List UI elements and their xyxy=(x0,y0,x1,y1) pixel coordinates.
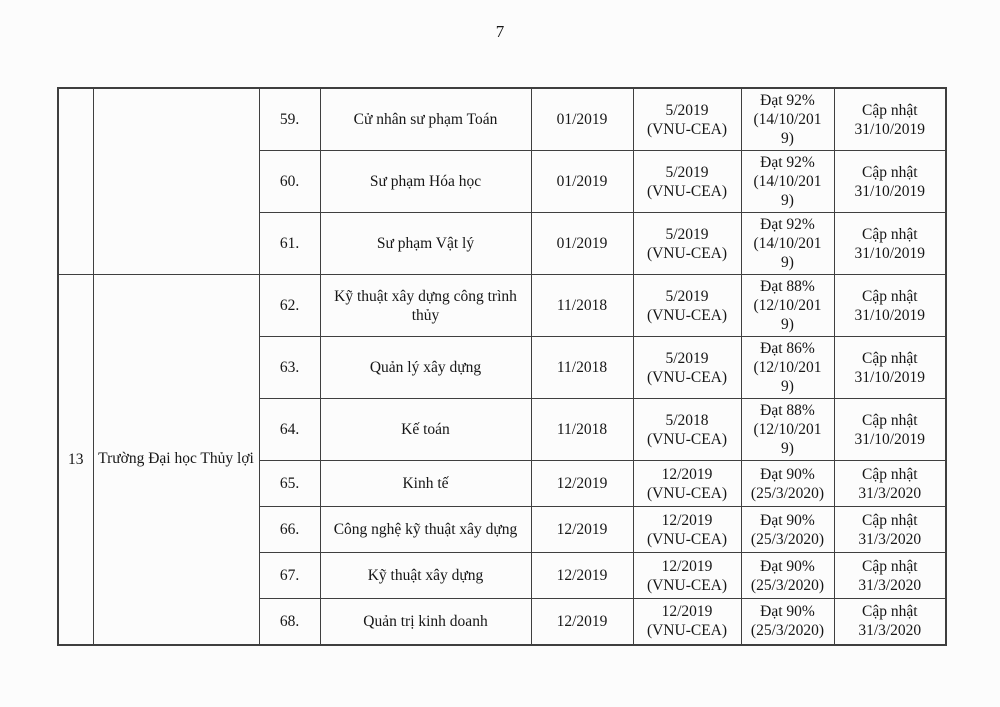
completion-date: 11/2018 xyxy=(530,398,634,461)
table-row: 65. Kinh tế 12/2019 12/2019 (VNU-CEA) Đạ… xyxy=(58,460,947,507)
update-status: Cập nhật 31/10/2019 xyxy=(833,398,947,461)
table-row: 59. Cử nhân sư phạm Toán 01/2019 5/2019 … xyxy=(57,87,947,275)
program-name: Kỹ thuật xây dựng công trình thủy xyxy=(319,274,532,337)
assessment-date: 5/2019 (VNU-CEA) xyxy=(632,150,742,213)
update-status: Cập nhật 31/10/2019 xyxy=(833,336,947,399)
program-number: 67. xyxy=(258,552,321,599)
program-number: 68. xyxy=(258,598,321,645)
update-status: Cập nhật 31/3/2020 xyxy=(833,552,947,599)
program-number: 60. xyxy=(258,150,321,213)
program-number: 61. xyxy=(258,212,321,275)
program-number: 64. xyxy=(258,398,321,461)
accreditation-table: 59. Cử nhân sư phạm Toán 01/2019 5/2019 … xyxy=(57,87,947,646)
program-name: Quản trị kinh doanh xyxy=(319,598,532,645)
program-number: 59. xyxy=(258,87,321,151)
program-name: Quản lý xây dựng xyxy=(319,336,532,399)
table-row: 66. Công nghệ kỹ thuật xây dựng 12/2019 … xyxy=(58,506,947,553)
program-number: 63. xyxy=(258,336,321,399)
result-cell: Đạt 92% (14/10/201 9) xyxy=(740,212,835,275)
completion-date: 12/2019 xyxy=(530,460,634,507)
result-cell: Đạt 90% (25/3/2020) xyxy=(740,552,835,599)
result-cell: Đạt 92% (14/10/201 9) xyxy=(740,150,835,213)
program-name: Kỹ thuật xây dựng xyxy=(319,552,532,599)
completion-date: 01/2019 xyxy=(530,212,634,275)
assessment-date: 12/2019 (VNU-CEA) xyxy=(632,598,742,645)
program-name: Sư phạm Hóa học xyxy=(319,150,532,213)
update-status: Cập nhật 31/10/2019 xyxy=(833,87,947,151)
completion-date: 11/2018 xyxy=(530,274,634,337)
program-number: 66. xyxy=(258,506,321,553)
table-row: 13 Trường Đại học Thủy lợi 62. Kỹ thuật … xyxy=(57,274,947,645)
completion-date: 12/2019 xyxy=(530,552,634,599)
update-status: Cập nhật 31/3/2020 xyxy=(833,598,947,645)
table-row: 68. Quản trị kinh doanh 12/2019 12/2019 … xyxy=(58,598,947,645)
program-name: Sư phạm Vật lý xyxy=(319,212,532,275)
program-name: Kinh tế xyxy=(319,460,532,507)
table-row: 60. Sư phạm Hóa học 01/2019 5/2019 (VNU-… xyxy=(58,150,947,213)
update-status: Cập nhật 31/10/2019 xyxy=(833,150,947,213)
update-status: Cập nhật 31/3/2020 xyxy=(833,460,947,507)
completion-date: 12/2019 xyxy=(530,506,634,553)
result-cell: Đạt 88% (12/10/201 9) xyxy=(740,274,835,337)
completion-date: 01/2019 xyxy=(530,150,634,213)
page-number: 7 xyxy=(495,22,505,41)
institution-name-cell: Trường Đại học Thủy lợi xyxy=(92,274,260,645)
assessment-date: 5/2019 (VNU-CEA) xyxy=(632,87,742,151)
institution-index-cell: 13 xyxy=(57,274,94,645)
assessment-date: 5/2019 (VNU-CEA) xyxy=(632,274,742,337)
result-cell: Đạt 88% (12/10/201 9) xyxy=(740,398,835,461)
institution-name-cell xyxy=(92,87,260,275)
program-number: 65. xyxy=(258,460,321,507)
table-row: 64. Kế toán 11/2018 5/2018 (VNU-CEA) Đạt… xyxy=(58,398,947,461)
update-status: Cập nhật 31/10/2019 xyxy=(833,274,947,337)
institution-index-cell xyxy=(57,87,94,275)
program-number: 62. xyxy=(258,274,321,337)
assessment-date: 5/2019 (VNU-CEA) xyxy=(632,212,742,275)
update-status: Cập nhật 31/3/2020 xyxy=(833,506,947,553)
assessment-date: 12/2019 (VNU-CEA) xyxy=(632,506,742,553)
table-row: 63. Quản lý xây dựng 11/2018 5/2019 (VNU… xyxy=(58,336,947,399)
assessment-date: 12/2019 (VNU-CEA) xyxy=(632,552,742,599)
result-cell: Đạt 90% (25/3/2020) xyxy=(740,506,835,553)
result-cell: Đạt 90% (25/3/2020) xyxy=(740,598,835,645)
assessment-date: 12/2019 (VNU-CEA) xyxy=(632,460,742,507)
program-name: Kế toán xyxy=(319,398,532,461)
completion-date: 12/2019 xyxy=(530,598,634,645)
assessment-date: 5/2018 (VNU-CEA) xyxy=(632,398,742,461)
program-name: Cử nhân sư phạm Toán xyxy=(319,87,532,151)
completion-date: 01/2019 xyxy=(530,87,634,151)
result-cell: Đạt 86% (12/10/201 9) xyxy=(740,336,835,399)
table-row: 67. Kỹ thuật xây dựng 12/2019 12/2019 (V… xyxy=(58,552,947,599)
completion-date: 11/2018 xyxy=(530,336,634,399)
assessment-date: 5/2019 (VNU-CEA) xyxy=(632,336,742,399)
result-cell: Đạt 90% (25/3/2020) xyxy=(740,460,835,507)
update-status: Cập nhật 31/10/2019 xyxy=(833,212,947,275)
program-name: Công nghệ kỹ thuật xây dựng xyxy=(319,506,532,553)
result-cell: Đạt 92% (14/10/201 9) xyxy=(740,87,835,151)
